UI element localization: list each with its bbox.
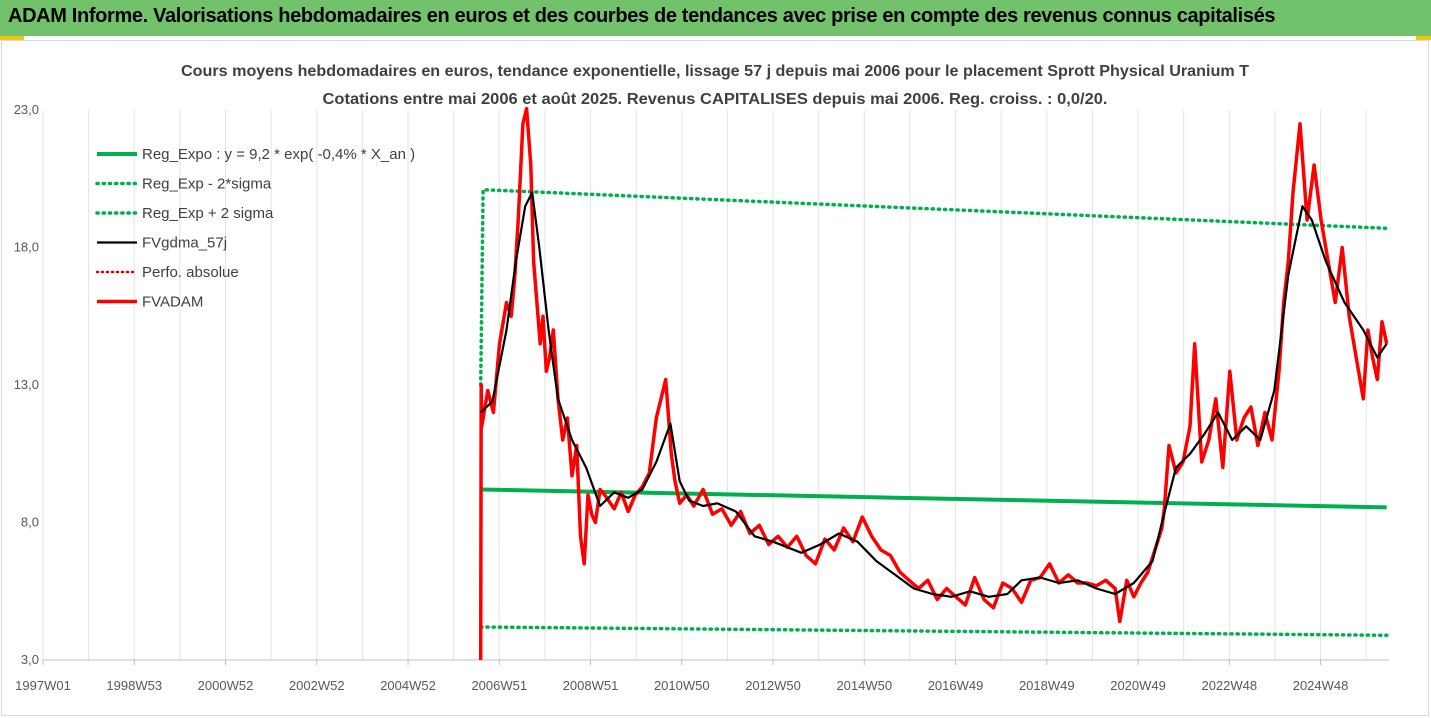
x-tick-label: 2004W52 — [380, 678, 436, 693]
x-tick-label: 1998W53 — [106, 678, 162, 693]
legend-label: Reg_Exp - 2*sigma — [142, 176, 272, 193]
legend-label: Reg_Exp + 2 sigma — [142, 205, 274, 222]
x-tick-label: 2006W51 — [471, 678, 527, 693]
series-layer — [478, 106, 1389, 661]
y-tick-label: 23,0 — [14, 102, 39, 117]
x-tick-label: 2002W52 — [289, 678, 345, 693]
y-tick-label: 13,0 — [14, 377, 39, 392]
banner — [0, 0, 1431, 36]
chart-subtitle: Cotations entre mai 2006 et août 2025. R… — [323, 91, 1108, 108]
y-tick-label: 18,0 — [14, 240, 39, 255]
banner-accent-left — [0, 36, 24, 40]
x-tick-label: 1997W01 — [15, 678, 71, 693]
legend-label: Reg_Expo : y = 9,2 * exp( -0,4% * X_an ) — [142, 146, 415, 163]
y-tick-label: 3,0 — [21, 652, 39, 667]
banner-title: ADAM Informe. Valorisations hebdomadaire… — [8, 5, 1276, 27]
x-tick-label: 2022W48 — [1201, 678, 1257, 693]
x-tick-label: 2008W51 — [563, 678, 619, 693]
banner-accent-right — [1416, 36, 1431, 40]
axis-layer: 3,0 8,0 13,0 18,0 23,0 1997W01 1998W53 2000W52 2… — [14, 102, 1389, 693]
x-tick-label: 2012W50 — [745, 678, 801, 693]
chart-title: Cours moyens hebdomadaires en euros, ten… — [181, 63, 1249, 80]
x-tick-label: 2024W48 — [1293, 678, 1349, 693]
series-line-1 — [478, 625, 1389, 638]
y-tick-label: 8,0 — [21, 515, 39, 530]
grid-layer — [42, 110, 1367, 660]
x-tick-label: 2010W50 — [654, 678, 710, 693]
legend-label: Perfo. absolue — [142, 264, 239, 281]
x-tick-label: 2016W49 — [928, 678, 984, 693]
x-tick-label: 2018W49 — [1019, 678, 1075, 693]
series-line-0 — [480, 487, 1387, 510]
legend-label: FVgdma_57j — [142, 235, 227, 252]
x-tick-label: 2020W49 — [1110, 678, 1166, 693]
legend: Reg_Expo : y = 9,2 * exp( -0,4% * X_an )… — [95, 146, 415, 311]
x-tick-label: 2000W52 — [198, 678, 254, 693]
legend-label: FVADAM — [142, 294, 203, 311]
chart-frame — [1, 40, 1429, 716]
series-line-2 — [478, 187, 1389, 387]
series-line-5 — [478, 106, 1389, 661]
series-line-3 — [479, 191, 1388, 598]
x-tick-label: 2014W50 — [836, 678, 892, 693]
